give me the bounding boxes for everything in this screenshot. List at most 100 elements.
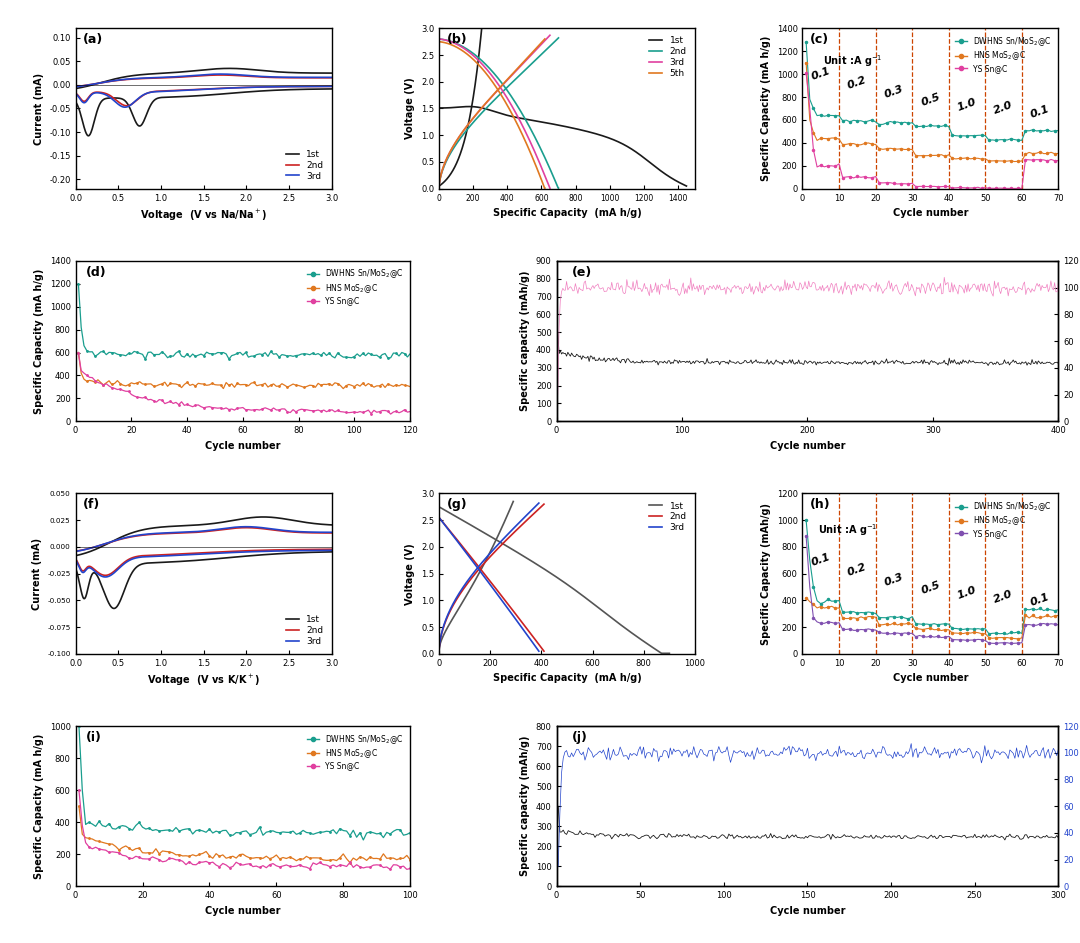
3rd [486,71,499,82]
3rd [485,70,498,81]
Text: (a): (a) [83,33,104,46]
Y-axis label: Current (mA): Current (mA) [33,73,44,144]
2nd [154,549,167,560]
Legend: DWHNS Sn/MoS$_2$@C, HNS MoS$_2$@C, YS Sn@C: DWHNS Sn/MoS$_2$@C, HNS MoS$_2$@C, YS Sn… [303,730,406,773]
Text: Unit :A g$^{-1}$: Unit :A g$^{-1}$ [823,54,882,69]
5th [490,82,503,93]
3rd [119,102,132,113]
2nd [503,89,516,100]
1st [259,549,272,560]
Y-axis label: Voltage (V): Voltage (V) [405,543,416,604]
5th [536,176,549,188]
Text: 0.3: 0.3 [882,84,905,100]
2nd [175,85,188,96]
Text: 0.1: 0.1 [810,66,832,82]
2nd [467,554,480,566]
Y-axis label: Specific Capacity (mA h/g): Specific Capacity (mA h/g) [761,36,771,181]
Text: (c): (c) [810,33,829,46]
Legend: 1st, 2nd, 3rd: 1st, 2nd, 3rd [282,146,327,184]
2nd [133,92,146,104]
Legend: 1st, 2nd, 3rd, 5th: 1st, 2nd, 3rd, 5th [646,33,690,81]
3rd [492,80,505,91]
2nd [325,81,338,92]
Y-axis label: Specific capacity (mAh/g): Specific capacity (mAh/g) [521,271,530,411]
Legend: 1st, 2nd, 3rd: 1st, 2nd, 3rd [646,498,690,536]
3rd [325,81,338,92]
2nd [497,80,510,91]
1st [70,565,83,576]
3rd [465,554,478,566]
1st [606,613,619,624]
Text: 2.0: 2.0 [993,100,1014,116]
3rd [154,86,167,97]
1st [586,598,599,609]
3rd [505,608,518,620]
2nd [99,570,112,581]
5th [496,91,509,102]
1st [133,559,146,571]
Text: (h): (h) [810,498,831,511]
Line: 3rd: 3rd [440,39,550,189]
1st [433,501,446,512]
5th [519,137,532,148]
1st [663,648,676,659]
Y-axis label: Specific Capacity (mA h/g): Specific Capacity (mA h/g) [35,269,44,414]
1st [259,85,272,96]
1st [583,126,596,138]
3rd [433,512,446,523]
Y-axis label: Specific capacity (mAh/g): Specific capacity (mAh/g) [521,736,530,876]
2nd [433,33,446,44]
Text: 0.2: 0.2 [847,74,868,91]
3rd [99,571,112,583]
Text: (j): (j) [571,731,588,744]
3rd [504,607,517,619]
1st [537,563,550,574]
3rd [259,546,272,557]
1st [175,555,188,567]
1st [107,603,120,614]
Line: 1st: 1st [440,506,670,653]
2nd [175,548,188,559]
1st [210,554,222,565]
Text: 0.1: 0.1 [1029,104,1051,120]
Line: 2nd: 2nd [77,87,332,106]
X-axis label: Cycle number: Cycle number [770,440,846,451]
3rd [70,555,83,567]
2nd [210,83,222,94]
3rd [532,646,545,657]
3rd [210,548,222,559]
2nd [489,70,502,81]
2nd [474,564,487,575]
Text: (i): (i) [85,731,102,744]
3rd [445,527,458,538]
2nd [259,544,272,555]
1st [577,124,590,136]
1st [462,101,475,112]
1st [433,102,446,113]
2nd [70,88,83,99]
3rd [280,81,293,92]
1st [448,102,461,113]
1st [325,83,338,94]
2nd [70,554,83,566]
Text: 1.0: 1.0 [956,96,978,113]
3rd [210,83,222,94]
5th [538,183,551,194]
1st [70,97,83,108]
Text: (e): (e) [571,266,592,279]
Legend: DWHNS Sn/MoS$_2$@C, HNS MoS$_2$@C, YS Sn@C: DWHNS Sn/MoS$_2$@C, HNS MoS$_2$@C, YS Sn… [953,497,1054,541]
X-axis label: Cycle number: Cycle number [205,440,281,451]
Text: 0.2: 0.2 [847,562,868,578]
1st [210,89,222,100]
3rd [175,550,188,561]
X-axis label: Voltage  (V vs Na/Na$^+$): Voltage (V vs Na/Na$^+$) [139,208,268,223]
3rd [433,33,446,44]
X-axis label: Cycle number: Cycle number [893,208,968,218]
X-axis label: Cycle number: Cycle number [770,906,846,916]
5th [433,36,446,47]
Y-axis label: Current (mA): Current (mA) [31,538,42,610]
Line: 2nd: 2nd [440,518,544,652]
3rd [70,89,83,100]
5th [484,73,497,84]
2nd [445,527,458,538]
